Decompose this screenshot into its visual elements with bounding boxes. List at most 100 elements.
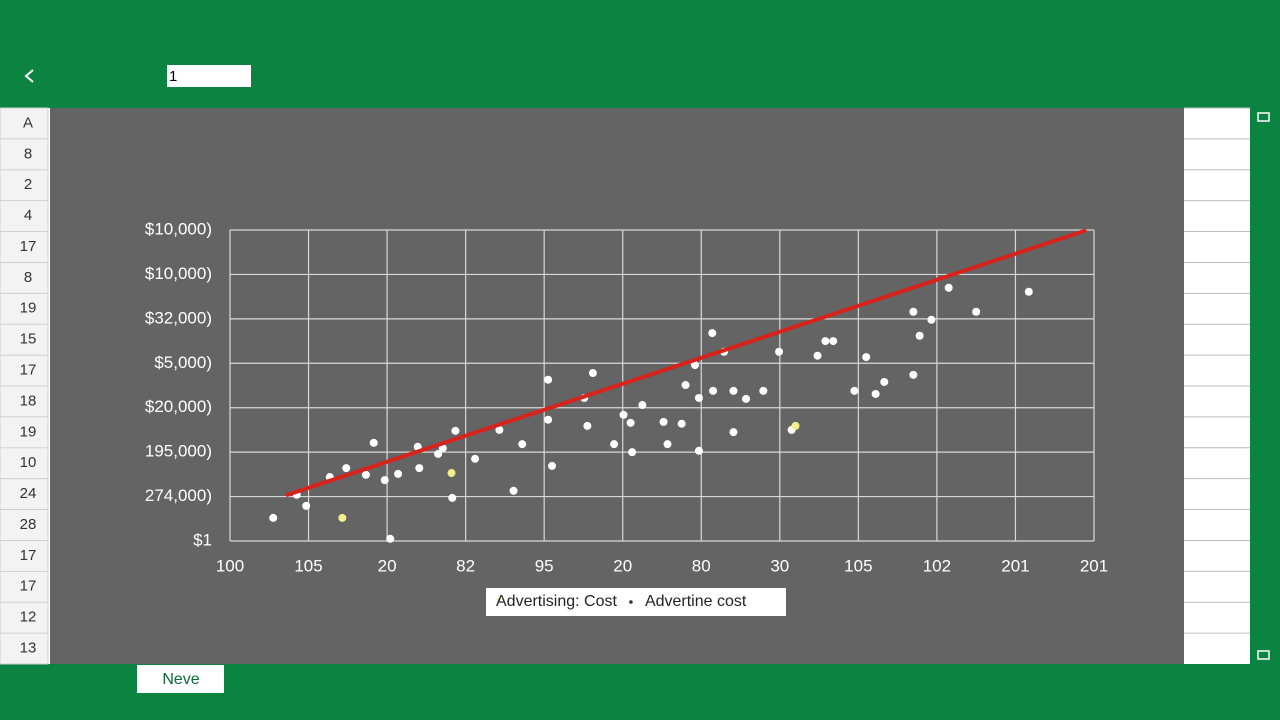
row-label: 17 — [20, 238, 37, 255]
data-point — [829, 337, 838, 346]
input-value: 1 — [169, 68, 177, 85]
data-point — [434, 449, 443, 458]
data-point — [495, 425, 504, 434]
scroll-icon[interactable] — [1257, 112, 1270, 122]
data-point — [821, 337, 830, 346]
right-cells — [1184, 107, 1250, 634]
data-point — [438, 444, 447, 453]
trend-line — [285, 228, 1087, 497]
data-point — [775, 347, 784, 356]
name-input[interactable] — [167, 65, 251, 87]
row-label: 19 — [20, 300, 37, 317]
data-point — [663, 440, 672, 449]
x-tick-label: 30 — [770, 556, 789, 575]
x-tick-label: 100 — [216, 556, 244, 575]
data-point — [588, 369, 597, 378]
x-tick-label: 80 — [692, 556, 711, 575]
row-label: 24 — [20, 485, 37, 502]
data-point — [380, 476, 389, 485]
y-tick-label: $5,000) — [154, 353, 212, 372]
data-point — [548, 461, 557, 470]
data-point — [690, 361, 699, 370]
data-point — [972, 307, 981, 316]
x-tick-label: 102 — [923, 556, 951, 575]
data-point — [451, 426, 460, 435]
data-point — [909, 370, 918, 379]
row-label: 17 — [20, 362, 37, 379]
data-point — [626, 418, 635, 427]
back-button[interactable] — [24, 69, 34, 83]
scroll-icon[interactable] — [1257, 650, 1270, 660]
data-point — [518, 440, 527, 449]
legend-label: Advertising: Cost — [496, 593, 617, 610]
legend-items: Advertising: Cost Advertine cost — [496, 593, 747, 610]
data-point — [544, 375, 553, 384]
data-point — [759, 386, 768, 395]
legend-label: Advertine cost — [645, 593, 747, 610]
data-point — [659, 417, 668, 426]
data-point — [880, 377, 889, 386]
data-point — [742, 394, 751, 403]
row-label: 13 — [20, 640, 37, 657]
data-point — [338, 513, 347, 522]
data-point — [448, 493, 457, 502]
data-point — [619, 410, 628, 419]
x-tick-label: 201 — [1001, 556, 1029, 575]
data-point — [269, 513, 278, 522]
data-point — [1024, 287, 1033, 296]
row-label: 17 — [20, 547, 37, 564]
data-point — [709, 386, 718, 395]
sheet-tab-button[interactable] — [137, 665, 224, 693]
data-point — [729, 386, 738, 395]
row-label: 15 — [20, 331, 37, 348]
data-point — [871, 389, 880, 398]
x-tick-label: 201 — [1080, 556, 1108, 575]
data-point — [813, 351, 822, 360]
data-point — [628, 448, 637, 457]
data-point — [944, 283, 953, 292]
row-label: 8 — [24, 145, 32, 162]
x-tick-label: 20 — [613, 556, 632, 575]
y-tick-label: $1 — [193, 530, 212, 549]
data-point — [509, 486, 518, 495]
x-tick-label: 95 — [535, 556, 554, 575]
y-tick-label: $32,000) — [145, 308, 212, 327]
data-point — [386, 534, 395, 543]
row-label: 19 — [20, 423, 37, 440]
data-point — [708, 329, 717, 338]
data-point — [909, 307, 918, 316]
row-label: 18 — [20, 392, 37, 409]
data-point — [544, 415, 553, 424]
sheet-tab-label: Neve — [162, 671, 199, 688]
y-tick-label: $20,000) — [145, 397, 212, 416]
data-point — [729, 428, 738, 437]
data-point — [471, 454, 480, 463]
x-tick-label: 82 — [456, 556, 475, 575]
row-label: 2 — [24, 176, 32, 193]
data-point — [694, 393, 703, 402]
data-point — [361, 470, 370, 479]
legend — [486, 588, 786, 616]
data-point — [394, 469, 403, 478]
data-point — [302, 501, 311, 510]
data-point — [610, 440, 619, 449]
y-tick-label: 274,000) — [145, 486, 212, 505]
y-tick-label: $10,000) — [145, 219, 212, 238]
row-label: 28 — [20, 516, 37, 533]
data-point — [862, 353, 871, 362]
chart: $1 274,000) 195,000) $20,000) $5,000) $32,000… — [145, 219, 1108, 575]
row-label: 8 — [24, 269, 32, 286]
row-label: A — [23, 114, 33, 131]
x-tick-label: 105 — [294, 556, 322, 575]
data-point — [413, 442, 422, 451]
data-point — [681, 381, 690, 390]
data-point — [850, 386, 859, 395]
legend-marker — [497, 598, 501, 602]
data-point — [915, 331, 924, 340]
x-tick-label: 20 — [378, 556, 397, 575]
data-point — [638, 401, 647, 410]
row-label: 17 — [20, 578, 37, 595]
x-tick-label: 105 — [844, 556, 872, 575]
